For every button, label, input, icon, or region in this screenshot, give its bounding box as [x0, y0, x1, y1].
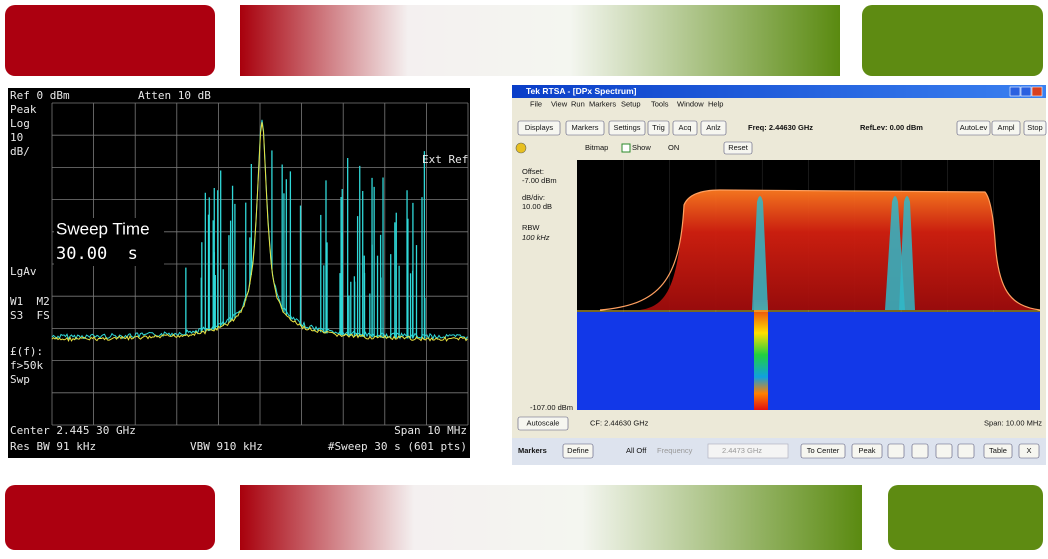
side-label: RBW [522, 223, 540, 232]
marker-label: X [1026, 446, 1031, 455]
menu-item[interactable]: Tools [651, 99, 669, 108]
green-block [862, 5, 1043, 76]
label: Log [10, 117, 30, 130]
button-label: Trig [652, 123, 665, 132]
noise-floor [577, 312, 1040, 410]
max-button[interactable] [1021, 87, 1031, 96]
button-label: Displays [525, 123, 554, 132]
option: Bitmap [585, 143, 608, 152]
side-value: -107.00 dBm [530, 403, 573, 412]
nav-button[interactable] [958, 444, 974, 458]
button-label: Stop [1027, 123, 1042, 132]
label: Peak [10, 103, 37, 116]
button-label: AutoLev [960, 123, 988, 132]
analyzer-screen: Ref 0 dBm Atten 10 dB Peak Log 10 dB/ Ex… [8, 88, 470, 458]
option: Show [632, 143, 651, 152]
label: VBW 910 kHz [190, 440, 263, 453]
label: Res BW 91 kHz [10, 440, 96, 453]
button-label: Anlz [706, 123, 721, 132]
nav-button[interactable] [912, 444, 928, 458]
option: ON [668, 143, 679, 152]
menu-item[interactable]: Setup [621, 99, 641, 108]
screen-bg [8, 88, 470, 458]
label: Ext Ref [422, 153, 468, 166]
gradient-band [240, 5, 840, 76]
label: Center 2.445 30 GHz [10, 424, 136, 437]
min-button[interactable] [1010, 87, 1020, 96]
menu-item[interactable]: Help [708, 99, 723, 108]
button-label: Autoscale [527, 418, 560, 427]
label: S3 FS [10, 309, 50, 322]
label: £(f): [10, 345, 43, 358]
marker-label: 2.4473 GHz [722, 446, 762, 455]
side-label: Offset: [522, 167, 544, 176]
button-label: Settings [613, 123, 640, 132]
label: W1 M2 [10, 295, 50, 308]
side-label: -7.00 dBm [522, 176, 557, 185]
label: 10 [10, 131, 23, 144]
slide: Ref 0 dBm Atten 10 dB Peak Log 10 dB/ Ex… [0, 0, 1048, 554]
label: LgAv [10, 265, 37, 278]
menu-item[interactable]: Run [571, 99, 585, 108]
label: Span 10 MHz [394, 424, 467, 437]
freq-readout: Freq: 2.44630 GHz [748, 123, 813, 132]
label: Swp [10, 373, 30, 386]
button-label: Ampl [997, 123, 1014, 132]
signal-strip [754, 300, 768, 410]
menu-item[interactable]: File [530, 99, 542, 108]
label: Sweep Time [56, 219, 150, 238]
label: #Sweep 30 s (601 pts) [328, 440, 467, 453]
label: dB/ [10, 145, 30, 158]
button-label: Acq [679, 123, 692, 132]
marker-label: Frequency [657, 446, 693, 455]
green-block [888, 485, 1043, 550]
gradient-band [240, 485, 862, 550]
label: Atten 10 dB [138, 89, 211, 102]
button-label: Reset [728, 143, 749, 152]
side-label: 100 kHz [522, 233, 550, 242]
red-block [5, 5, 215, 76]
checkbox[interactable] [622, 144, 630, 152]
menu-item[interactable]: View [551, 99, 568, 108]
icon [516, 143, 526, 153]
marker-label: Table [989, 446, 1007, 455]
side-label: 10.00 dB [522, 202, 552, 211]
label: Ref 0 dBm [10, 89, 70, 102]
button-label: Markers [571, 123, 598, 132]
marker-label: Peak [858, 446, 875, 455]
label: 30.00 s [56, 244, 138, 264]
reflev-readout: RefLev: 0.00 dBm [860, 123, 923, 132]
label: f>50k [10, 359, 43, 372]
window-title: Tek RTSA - [DPx Spectrum] [526, 86, 637, 96]
side-label: dB/div: [522, 193, 545, 202]
marker-label: Markers [518, 446, 547, 455]
marker-label: All Off [626, 446, 647, 455]
dpx-region [640, 190, 1040, 310]
menu-item[interactable]: Markers [589, 99, 616, 108]
red-block [5, 485, 215, 550]
nav-button[interactable] [936, 444, 952, 458]
menu-item[interactable]: Window [677, 99, 704, 108]
marker-label: To Center [807, 446, 840, 455]
marker-label: Define [567, 446, 589, 455]
cf-readout: CF: 2.44630 GHz [590, 418, 649, 427]
nav-button[interactable] [888, 444, 904, 458]
span-readout: Span: 10.00 MHz [984, 418, 1042, 427]
close-button[interactable] [1032, 87, 1042, 96]
